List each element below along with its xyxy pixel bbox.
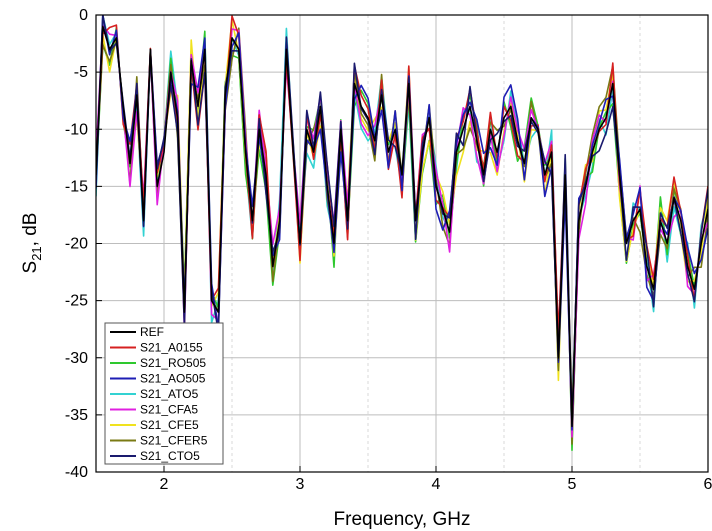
axis-ticks: 2 3 4 5 6 0 -5 -10 -15 -20 -25 -30 -35 -40 [65,7,712,493]
legend-label: S21_A0155 [140,341,203,355]
legend-label: S21_CFE5 [140,418,199,432]
y-tick-label: 0 [79,7,88,24]
legend-label: S21_AO505 [140,372,206,386]
y-tick-label: -10 [65,121,88,138]
y-tick-label: -35 [65,407,88,424]
y-tick-label: -5 [74,64,88,81]
legend-label: S21_ATO5 [140,387,199,401]
legend-label: REF [140,325,164,339]
series-line-ref [96,25,708,428]
legend-label: S21_CTO5 [140,449,200,463]
y-axis-title: S21, dB [20,213,44,274]
x-axis-title: Frequency, GHz [334,509,471,530]
series-lines [96,15,708,452]
y-tick-label: -30 [65,350,88,367]
x-tick-label: 6 [704,476,712,493]
y-tick-label: -20 [65,236,88,253]
legend-label: S21_CFA5 [140,403,198,417]
x-tick-label: 5 [568,476,577,493]
y-axis-title-subscript: 21 [29,246,44,260]
y-tick-label: -25 [65,293,88,310]
series-line-s21-a0155 [96,15,708,424]
x-tick-label: 2 [160,476,169,493]
series-line-s21-ao505 [96,15,708,431]
x-tick-label: 4 [432,476,441,493]
legend-label: S21_RO505 [140,356,206,370]
legend-label: S21_CFER5 [140,434,208,448]
y-tick-label: -40 [65,464,88,481]
y-tick-label: -15 [65,178,88,195]
x-tick-label: 3 [296,476,305,493]
